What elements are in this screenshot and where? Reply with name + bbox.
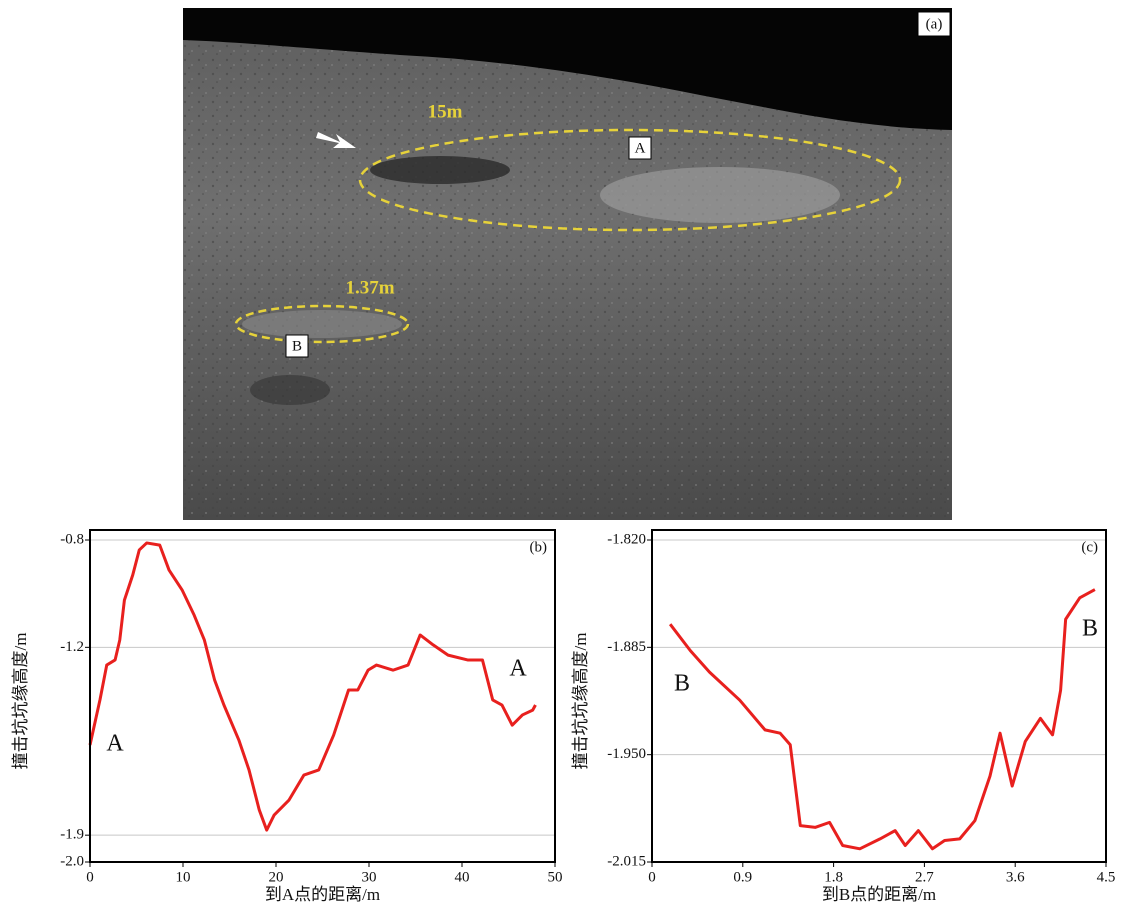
annotation: B [674, 671, 690, 697]
x-tick-label: 0.9 [733, 869, 752, 885]
x-tick-label: 2.7 [915, 869, 934, 885]
size-label: 15m [428, 101, 463, 122]
x-tick-label: 10 [176, 869, 191, 885]
panel-label: (c) [1081, 539, 1098, 555]
plot-frame [652, 530, 1106, 862]
crater-label: A [635, 140, 646, 156]
y-tick-label: -1.950 [607, 746, 646, 762]
annotation: A [106, 731, 124, 757]
x-axis-label: 到B点的距离/m [822, 885, 936, 904]
x-tick-label: 20 [269, 869, 284, 885]
y-tick-label: -2.0 [60, 853, 84, 869]
y-tick-label: -0.8 [60, 531, 84, 547]
x-tick-label: 40 [455, 869, 470, 885]
plot-frame [90, 530, 555, 862]
x-tick-label: 4.5 [1097, 869, 1116, 885]
panel-label: (b) [530, 539, 548, 555]
y-tick-label: -2.015 [607, 853, 646, 869]
x-axis-label: 到A点的距离/m [265, 885, 380, 904]
photo-panel-label: (a) [926, 16, 943, 32]
x-tick-label: 1.8 [824, 869, 843, 885]
y-tick-label: -1.820 [607, 531, 646, 547]
y-axis-label: 撞击坑坑缘高度/m [571, 633, 590, 770]
x-tick-label: 3.6 [1006, 869, 1025, 885]
crater-label: B [292, 338, 302, 354]
x-tick-label: 0 [648, 869, 656, 885]
size-label: 1.37m [345, 277, 394, 298]
annotation: A [509, 656, 527, 682]
photo: (a) 15m 1.37m A B [183, 8, 952, 520]
x-tick-label: 50 [548, 869, 563, 885]
x-tick-label: 0 [86, 869, 94, 885]
y-axis-label: 撞击坑坑缘高度/m [11, 633, 30, 770]
y-tick-label: -1.2 [60, 639, 84, 655]
data-line [670, 590, 1095, 849]
annotation: B [1082, 616, 1098, 642]
page: (a) 15m 1.37m A B -0.8-1.2-1.9-2.0010203… [0, 0, 1127, 922]
data-line [90, 543, 535, 830]
y-tick-label: -1.9 [60, 827, 84, 843]
y-tick-label: -1.885 [607, 639, 646, 655]
figure: (a) 15m 1.37m A B -0.8-1.2-1.9-2.0010203… [0, 0, 1127, 922]
x-tick-label: 30 [362, 869, 377, 885]
